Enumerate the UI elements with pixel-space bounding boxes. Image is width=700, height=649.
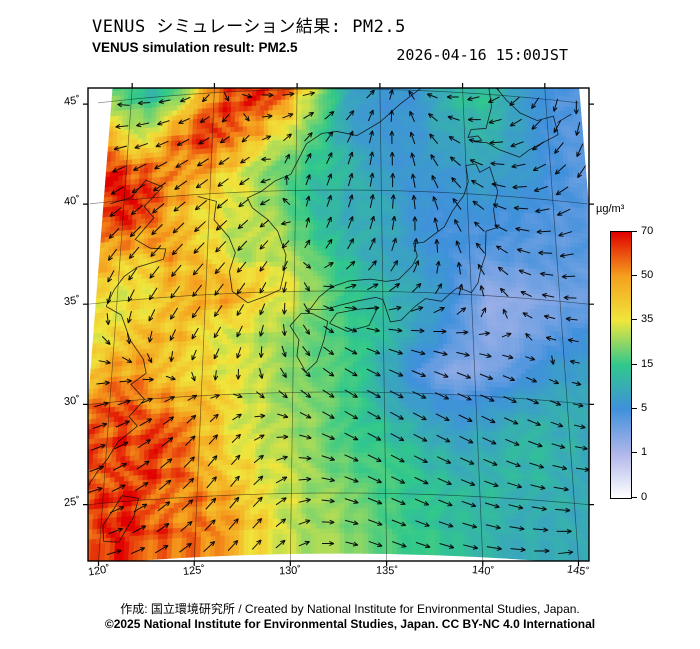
- colorbar-tickmark: [632, 319, 637, 321]
- colorbar-tickmark: [632, 274, 637, 276]
- lon-tick-label: 130˚: [279, 564, 302, 578]
- colorbar-tickmark: [632, 230, 637, 232]
- page-title-japanese: VENUS シミュレーション結果: PM2.5: [92, 17, 406, 37]
- colorbar-gradient: [610, 231, 632, 499]
- license-line: ©2025 National Institute for Environment…: [104, 617, 596, 631]
- pm25-concentration-map: [78, 78, 599, 571]
- colorbar-tick-label: 35: [641, 313, 654, 326]
- lat-tick-label: 25˚: [63, 495, 81, 509]
- map-region: [78, 78, 599, 571]
- colorbar-tickmark: [632, 363, 637, 365]
- lon-tick-label: 140˚: [471, 564, 495, 578]
- lon-tick-label: 125˚: [182, 564, 206, 578]
- colorbar-unit-label: µg/m³: [596, 203, 625, 215]
- colorbar-tick-label: 1: [641, 446, 648, 459]
- colorbar-tickmark: [632, 452, 637, 454]
- colorbar-tick-label: 0: [641, 490, 648, 503]
- colorbar-tick-label: 5: [641, 401, 648, 414]
- colorbar-tickmark: [632, 496, 637, 498]
- page-title-english: VENUS simulation result: PM2.5: [92, 40, 298, 55]
- colorbar-tick-label: 50: [641, 268, 654, 281]
- lat-tick-label: 35˚: [63, 294, 81, 309]
- colorbar-tick-label: 70: [641, 224, 654, 237]
- credit-line: 作成: 国立環境研究所 / Created by National Instit…: [120, 602, 580, 616]
- colorbar: µg/m³ 70 50 35 15 5 1 0: [594, 203, 698, 515]
- lon-tick-label: 135˚: [375, 564, 398, 578]
- lat-tick-label: 45˚: [63, 94, 81, 109]
- colorbar-tickmark: [632, 407, 637, 409]
- lat-tick-label: 30˚: [63, 394, 81, 409]
- datetime-label: 2026-04-16 15:00JST: [396, 46, 568, 64]
- colorbar-tick-label: 15: [641, 357, 654, 370]
- lat-tick-label: 40˚: [63, 194, 81, 209]
